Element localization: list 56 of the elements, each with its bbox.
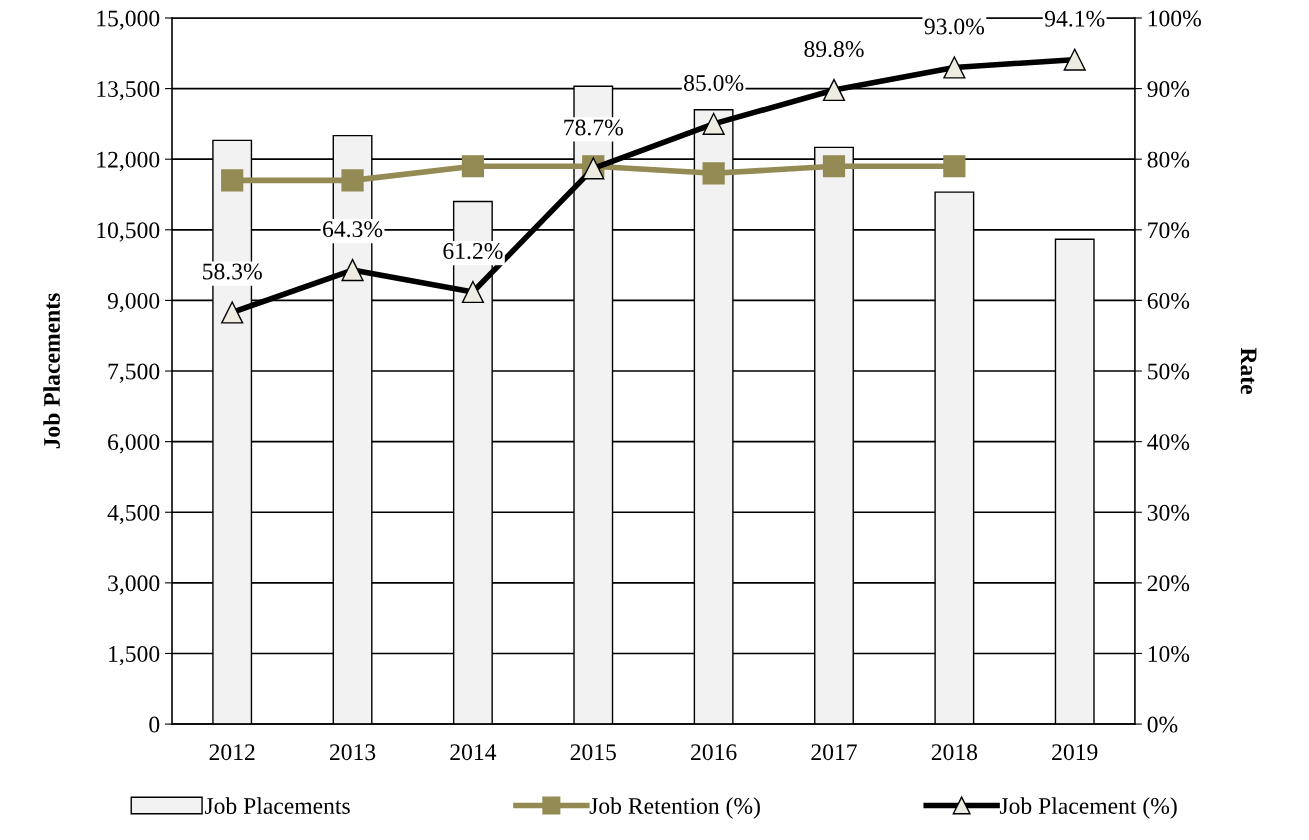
point <box>943 56 966 79</box>
y2-tick-label: 0% <box>1147 716 1178 733</box>
x-tick-label: 2015 <box>570 744 616 761</box>
x-tick-label: 2018 <box>931 744 978 761</box>
point <box>221 169 244 192</box>
y2-tick-label: 40% <box>1147 434 1190 451</box>
point <box>1063 48 1086 71</box>
y-tick-label: 9,000 <box>107 292 160 313</box>
point <box>943 155 966 178</box>
x-tick-label: 2017 <box>811 744 857 761</box>
point <box>221 301 244 324</box>
point <box>461 280 485 304</box>
y-tick-label: 7,500 <box>108 363 160 383</box>
y-tick-label: 6,000 <box>108 434 160 454</box>
y-tick-label: 10,500 <box>97 222 160 242</box>
y2-tick-label: 30% <box>1147 504 1190 521</box>
point <box>702 112 725 136</box>
legend-label: Job Placement (%) <box>999 797 1177 819</box>
y2-tick-label: 90% <box>1147 81 1190 98</box>
point <box>461 155 485 178</box>
y-tick-label: 0 <box>149 716 160 733</box>
y2-tick-label: 60% <box>1147 292 1190 309</box>
y-tick-label: 3,000 <box>108 575 160 595</box>
point <box>822 155 846 178</box>
x-tick-label: 2012 <box>209 744 255 761</box>
y2-tick-label: 100% <box>1148 10 1201 27</box>
y2-tick-label: 80% <box>1147 151 1190 168</box>
y2-tick-label: 20% <box>1147 575 1190 592</box>
x-tick-label: 2014 <box>450 744 497 761</box>
point <box>341 258 364 282</box>
data-label: 78.7% <box>564 119 623 136</box>
data-label: 93.0% <box>924 18 985 35</box>
x-tick-label: 2013 <box>329 744 376 761</box>
point <box>341 169 364 192</box>
y-tick-label: 13,500 <box>97 81 160 101</box>
y2-axis-title: Rate <box>1240 347 1257 395</box>
data-label: 94.1% <box>1044 10 1105 27</box>
y-tick-label: 15,000 <box>97 10 160 30</box>
data-label: 58.3% <box>203 263 262 280</box>
data-label: 89.8% <box>804 41 864 58</box>
y2-tick-label: 70% <box>1148 222 1190 239</box>
y-axis-title: Job Placements <box>43 293 60 449</box>
data-label: 64.3% <box>323 221 383 238</box>
y-tick-label: 4,500 <box>107 504 160 525</box>
y2-tick-label: 50% <box>1148 363 1190 380</box>
legend-label: Job Retention (%) <box>589 797 760 819</box>
point <box>702 162 725 185</box>
point <box>822 78 846 102</box>
data-label: 85.0% <box>684 74 744 92</box>
y2-tick-label: 10% <box>1148 645 1190 662</box>
y-tick-label: 12,000 <box>97 151 160 172</box>
x-tick-label: 2016 <box>691 744 737 761</box>
x-tick-label: 2019 <box>1052 744 1098 761</box>
y-tick-label: 1,500 <box>109 645 160 666</box>
legend-label: Job Placements <box>204 797 350 814</box>
data-label: 61.2% <box>443 243 503 260</box>
